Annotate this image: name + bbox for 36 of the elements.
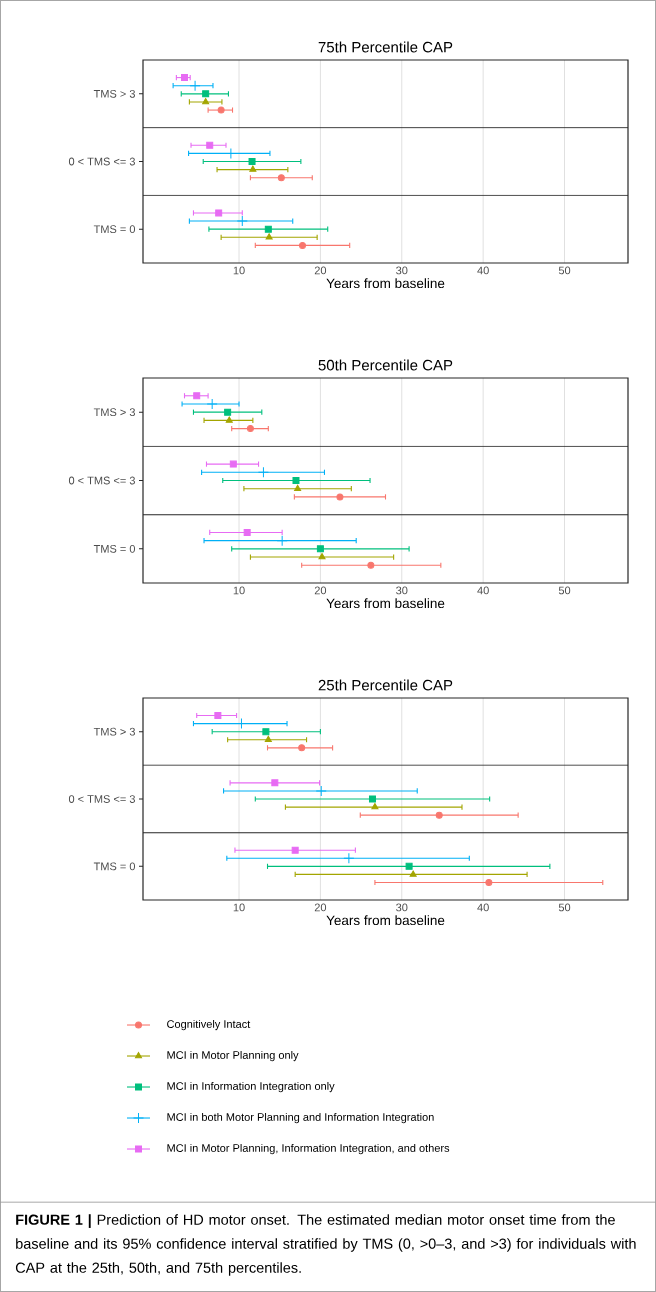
- x-tick-label: 50: [558, 266, 571, 275]
- legend-label: Cognitively Intact: [167, 1019, 251, 1031]
- x-axis-title: Years from baseline: [326, 278, 445, 289]
- x-axis-title: Years from baseline: [326, 598, 445, 609]
- x-tick-label: 30: [396, 586, 408, 595]
- chart-title: 50th Percentile CAP: [318, 359, 453, 371]
- x-tick-label: 40: [477, 903, 489, 912]
- y-tick-label: 0 < TMS <= 3: [68, 157, 135, 166]
- y-tick-label: TMS = 0: [93, 862, 136, 871]
- x-tick-label: 50: [558, 903, 571, 912]
- text: FIGURE 1 | Prediction of HD motor onset. The estimated median motor onset time from the baseline and its 95% confidence interval stratified by TMS (0, >0–3, and >3) for individuals with CAP at the 25th, 50th, and 75th percentiles.: [15, 1214, 636, 1276]
- y-tick-label: TMS = 0: [93, 544, 136, 553]
- x-tick-label: 20: [314, 903, 327, 912]
- y-tick-label: TMS > 3: [93, 89, 135, 98]
- x-tick-label: 30: [396, 266, 408, 275]
- legend-label: MCI in both Motor Planning and Information Integration: [167, 1112, 434, 1124]
- x-tick-label: 50: [558, 586, 571, 595]
- y-tick-label: TMS > 3: [93, 408, 135, 417]
- x-tick-label: 10: [233, 586, 245, 595]
- y-tick-label: TMS = 0: [93, 225, 136, 234]
- x-axis-title: Years from baseline: [326, 915, 445, 926]
- legend-label: MCI in Information Integration only: [167, 1081, 335, 1093]
- x-tick-label: 20: [314, 266, 327, 275]
- x-tick-label: 40: [477, 586, 489, 595]
- y-tick-label: 0 < TMS <= 3: [68, 476, 135, 485]
- x-tick-label: 10: [233, 266, 245, 275]
- y-tick-label: TMS > 3: [93, 727, 135, 736]
- chart-title: 25th Percentile CAP: [318, 679, 453, 691]
- y-tick-label: 0 < TMS <= 3: [68, 795, 135, 803]
- chart-title: 75th Percentile CAP: [318, 41, 453, 53]
- legend-label: MCI in Motor Planning only: [167, 1050, 299, 1062]
- x-tick-label: 30: [396, 903, 408, 912]
- x-tick-label: 20: [314, 586, 327, 595]
- legend-label: MCI in Motor Planning, Information Integration, and others: [167, 1143, 450, 1155]
- x-tick-label: 10: [233, 903, 245, 912]
- x-tick-label: 40: [477, 266, 489, 275]
